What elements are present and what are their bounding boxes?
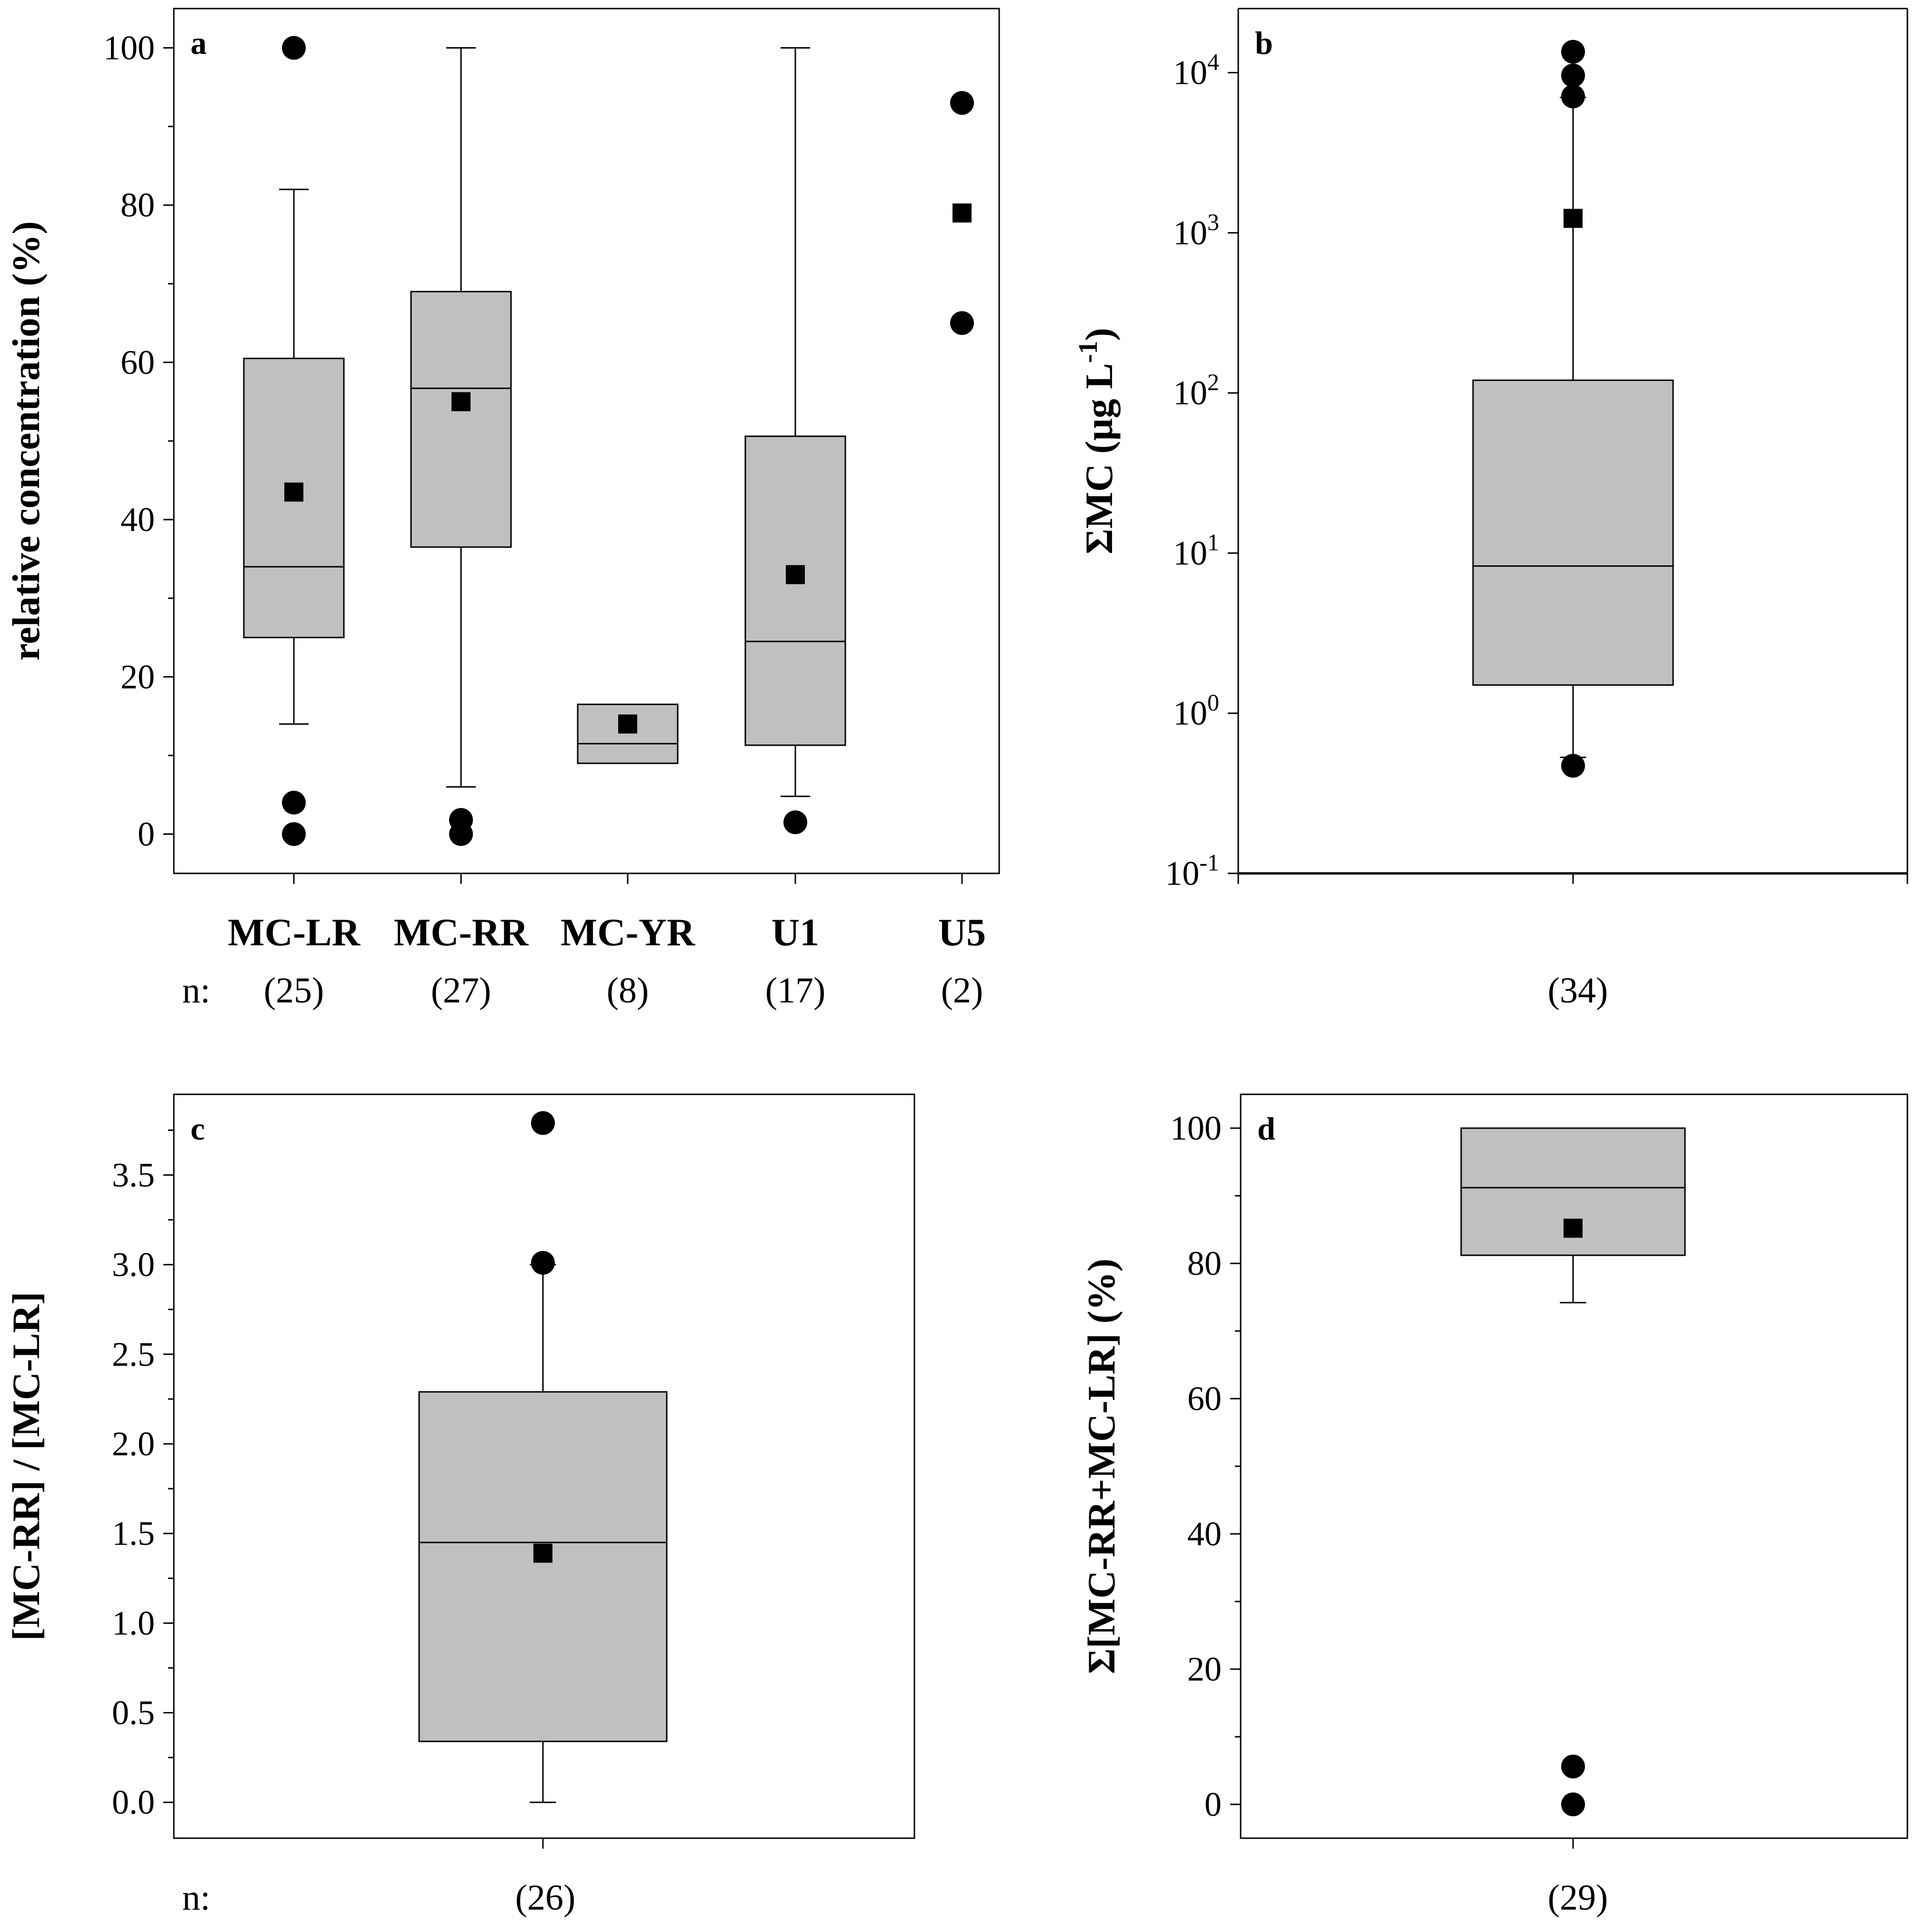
panel-a-mc-lr-outlier-1 — [282, 791, 306, 815]
panel-b-ytick-label-3: 102 — [1173, 369, 1219, 412]
panel-a-mc-yr-box — [577, 703, 679, 764]
panel-d: d 0 20 40 60 80 100 Σ[MC-RR+MC-LR] (%) (29) — [1080, 1093, 1908, 1918]
panel-c-ratio-outlier-1 — [531, 1251, 555, 1275]
panel-c-ytick-label-5: 2.5 — [112, 1335, 155, 1373]
panel-a-u5-mean-marker — [952, 203, 972, 223]
panel-b-label: b — [1255, 25, 1273, 61]
panel-a-n-mc-rr: (27) — [431, 971, 491, 1011]
panel-c-frame — [173, 1093, 915, 1839]
panel-a-category-u5: U5 — [938, 911, 986, 954]
panel-c-label: c — [190, 1111, 205, 1147]
panel-a-ytick-label-4: 80 — [120, 186, 155, 224]
panel-d-label: d — [1257, 1111, 1275, 1147]
panel-b-summc-box — [1472, 379, 1674, 686]
panel-a-n-u5: (2) — [941, 971, 983, 1011]
panel-b-n: (34) — [1548, 971, 1608, 1011]
panel-d-ytick-label-5: 100 — [1170, 1109, 1222, 1147]
panel-a-ytick-label-0: 0 — [138, 815, 155, 853]
panel-d-ytick-label-0: 0 — [1204, 1785, 1222, 1823]
panel-b-ytick-label-2: 101 — [1173, 529, 1219, 572]
panel-a-label: a — [190, 25, 207, 61]
panel-a-ytick-label-5: 100 — [103, 29, 155, 67]
panel-c-ytick-label-1: 0.5 — [112, 1694, 155, 1732]
panel-a-ytick-label-3: 60 — [120, 343, 155, 381]
panel-a-u5-outlier-1 — [950, 311, 974, 335]
panel-c-ytick-label-2: 1.0 — [112, 1604, 155, 1642]
panel-c-ytick-label-3: 1.5 — [112, 1514, 155, 1552]
panel-c: c 0.0 0.5 1.0 1.5 2.0 2.5 3.0 3.5 [MC-RR] / [MC-L… — [4, 1093, 915, 1918]
panel-a-category-u1: U1 — [772, 911, 819, 954]
panel-a-mc-rr-box — [410, 290, 512, 548]
panel-b-ytick-label-0: 10-1 — [1165, 849, 1219, 892]
panel-b-summc-outlier-3 — [1561, 753, 1585, 778]
panel-b-summc-outlier-1 — [1561, 63, 1585, 88]
panel-d-sum-rr-lr-outlier-0 — [1561, 1754, 1585, 1779]
panel-c-n: (26) — [515, 1878, 576, 1918]
panel-c-ytick-label-6: 3.0 — [112, 1246, 155, 1284]
panel-b-ytick-label-1: 100 — [1173, 689, 1219, 732]
panel-a-mc-rr-mean-marker — [451, 392, 471, 411]
panel-d-ylabel: Σ[MC-RR+MC-LR] (%) — [1080, 1259, 1123, 1674]
panel-a-ytick-label-1: 20 — [120, 658, 155, 696]
panel-a-category-mc-lr: MC-LR — [228, 911, 361, 954]
panel-c-ratio-outlier-0 — [531, 1111, 555, 1135]
panel-b-ylabel: ΣMC (µg L-1) — [1073, 328, 1121, 554]
panel-b-summc-mean-marker — [1564, 209, 1583, 228]
panel-d-ytick-label-4: 80 — [1187, 1244, 1222, 1282]
panel-d-sum-rr-lr-outlier-1 — [1561, 1792, 1585, 1816]
panel-c-ylabel: [MC-RR] / [MC-LR] — [4, 1291, 48, 1641]
panel-a-n-u1: (17) — [765, 971, 826, 1011]
panel-a-n-mc-yr: (8) — [607, 971, 649, 1011]
panel-d-ytick-label-3: 60 — [1187, 1380, 1222, 1418]
panel-b-ytick-label-5: 104 — [1173, 49, 1219, 92]
panel-b-summc-outlier-0 — [1561, 40, 1585, 64]
panel-d-n: (29) — [1548, 1878, 1608, 1918]
panel-c-ratio-box — [418, 1391, 668, 1742]
panel-a-u1-outlier-0 — [783, 810, 807, 834]
panel-a-mc-lr-mean-marker — [284, 482, 303, 502]
panel-a-u5-outlier-0 — [950, 91, 974, 115]
panel-a-n-prefix: n: — [182, 971, 210, 1011]
panel-a-u1-mean-marker — [786, 565, 805, 584]
panel-a-n-mc-lr: (25) — [264, 971, 324, 1011]
panel-d-sum-rr-lr-mean-marker — [1564, 1219, 1583, 1238]
panel-a-u1-box — [744, 435, 846, 746]
panel-a-mc-lr-outlier-2 — [282, 822, 306, 846]
panel-a-mc-yr-mean-marker — [618, 714, 637, 734]
panel-b-summc-outlier-2 — [1561, 84, 1585, 109]
panel-c-ytick-label-7: 3.5 — [112, 1156, 155, 1194]
panel-a-mc-rr-outlier-1 — [449, 822, 473, 846]
panel-a-category-mc-rr: MC-RR — [394, 911, 529, 954]
panel-c-ytick-label-0: 0.0 — [112, 1783, 155, 1822]
panel-c-ratio-mean-marker — [533, 1543, 552, 1563]
panel-d-ytick-label-2: 40 — [1187, 1515, 1222, 1553]
panel-a-category-mc-yr: MC-YR — [561, 911, 695, 954]
panel-d-ytick-label-1: 20 — [1187, 1650, 1222, 1688]
panel-a-ytick-label-2: 40 — [120, 501, 155, 539]
panel-b: b 10-1 100 101 102 103 104 ΣMC (µg L-1) (34) — [1073, 8, 1908, 1011]
panel-a-mc-lr-outlier-0 — [282, 36, 306, 60]
panel-c-n-prefix: n: — [182, 1878, 210, 1918]
panel-a-ylabel: relative concentration (%) — [4, 221, 48, 661]
panel-a: a 0 20 40 60 80 100 relative concentration (%) M… — [4, 8, 1000, 1011]
panel-c-ytick-label-4: 2.0 — [112, 1425, 155, 1463]
panel-b-ytick-label-4: 103 — [1173, 209, 1219, 252]
